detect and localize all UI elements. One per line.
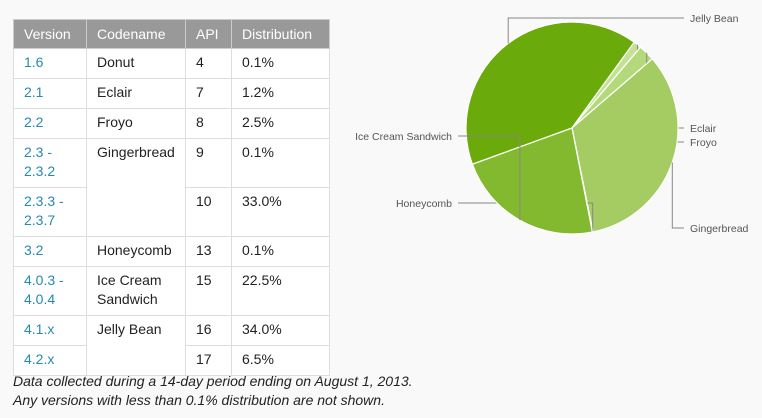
table-row: 2.1 Eclair 7 1.2% <box>13 78 330 109</box>
pie-label: Gingerbread <box>690 223 749 235</box>
version-cell: 2.3 - 2.3.2 <box>13 138 87 188</box>
version-cell: 1.6 <box>13 48 87 79</box>
distribution-cell: 33.0% <box>231 187 330 237</box>
api-cell: 15 <box>185 266 232 316</box>
table-row: 2.3 - 2.3.2 Gingerbread 9 0.1% <box>13 138 330 237</box>
table-row: 4.1.x Jelly Bean 16 34.0% <box>13 315 330 376</box>
version-cell: 4.1.x <box>13 315 87 346</box>
api-cell: 10 <box>185 187 232 237</box>
pie-leader-line <box>458 135 521 221</box>
table-row: 2.3.3 - 2.3.7 10 33.0% <box>13 187 330 237</box>
pie-leader-line <box>507 17 684 44</box>
table-row: 1.6 Donut 4 0.1% <box>13 48 330 79</box>
header-distribution: Distribution <box>231 19 330 49</box>
api-cell: 4 <box>185 48 232 79</box>
pie-label: Honeycomb <box>396 198 452 210</box>
codename-cell: Honeycomb <box>86 236 186 267</box>
footnote-line: Any versions with less than 0.1% distrib… <box>13 392 385 408</box>
version-cell: 4.2.x <box>13 345 87 376</box>
codename-cell: Froyo <box>86 108 186 139</box>
api-cell: 9 <box>185 138 232 188</box>
pie-label: Froyo <box>690 137 717 149</box>
table-row: 2.2 Froyo 8 2.5% <box>13 108 330 139</box>
version-cell: 2.1 <box>13 78 87 109</box>
distribution-cell: 34.0% <box>231 315 330 346</box>
api-cell: 16 <box>185 315 232 346</box>
table-row: 3.2 Honeycomb 13 0.1% <box>13 236 330 267</box>
codename-cell: Gingerbread <box>86 138 186 237</box>
table-row: 4.0.3 - 4.0.4 Ice Cream Sandwich 15 22.5… <box>13 266 330 316</box>
distribution-cell: 0.1% <box>231 138 330 188</box>
distribution-cell: 6.5% <box>231 345 330 376</box>
codename-cell: Donut <box>86 48 186 79</box>
distribution-pie-chart: Jelly Bean Eclair Froyo Gingerbread Honeycom… <box>355 13 749 235</box>
api-cell: 8 <box>185 108 232 139</box>
pie-label: Jelly Bean <box>690 13 739 25</box>
version-cell: 2.2 <box>13 108 87 139</box>
version-cell: 3.2 <box>13 236 87 267</box>
api-cell: 7 <box>185 78 232 109</box>
pie-label: Ice Cream Sandwich <box>355 131 452 143</box>
api-cell: 13 <box>185 236 232 267</box>
codename-cell: Ice Cream Sandwich <box>86 266 186 316</box>
header-codename: Codename <box>86 19 186 49</box>
header-api: API <box>185 19 232 49</box>
version-cell: 4.0.3 - 4.0.4 <box>13 266 87 316</box>
footnote-line: Data collected during a 14-day period en… <box>13 373 413 389</box>
codename-cell: Eclair <box>86 78 186 109</box>
distribution-cell: 1.2% <box>231 78 330 109</box>
header-version: Version <box>13 19 87 49</box>
api-cell: 17 <box>185 345 232 376</box>
pie-label: Eclair <box>690 123 717 135</box>
codename-cell: Jelly Bean <box>86 315 186 376</box>
pie-slice-gingerbread <box>571 58 679 233</box>
distribution-cell: 2.5% <box>231 108 330 139</box>
distribution-table: Version Codename API Distribution 1.6 Do… <box>13 19 330 376</box>
distribution-table-container: Version Codename API Distribution 1.6 Do… <box>13 19 330 376</box>
table-row: 4.2.x 17 6.5% <box>13 345 330 376</box>
distribution-cell: 0.1% <box>231 236 330 267</box>
distribution-cell: 22.5% <box>231 266 330 316</box>
distribution-cell: 0.1% <box>231 48 330 79</box>
table-header-row: Version Codename API Distribution <box>13 19 330 49</box>
footnote: Data collected during a 14-day period en… <box>13 372 413 410</box>
pie-leader-line <box>671 162 684 229</box>
version-cell: 2.3.3 - 2.3.7 <box>13 187 87 237</box>
